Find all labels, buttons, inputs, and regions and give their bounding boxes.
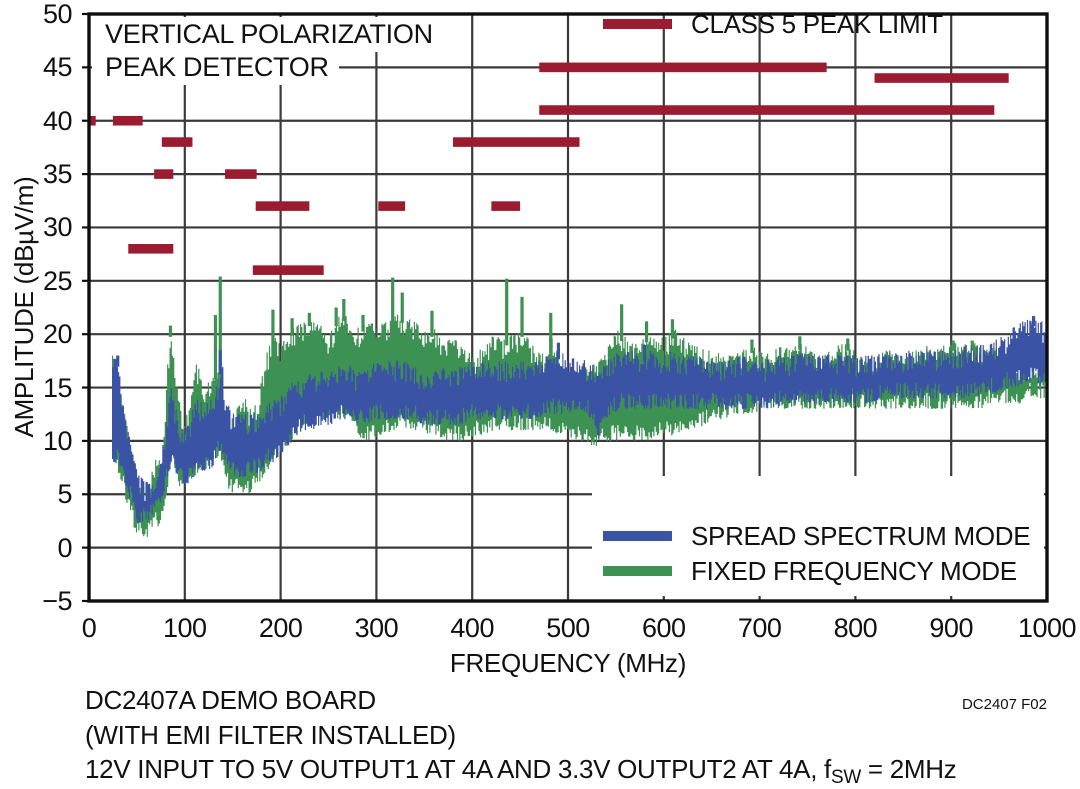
spread-spectrum-trace-spike [1031, 316, 1036, 327]
y-tick-label: 5 [57, 479, 72, 510]
spread-spectrum-trace-spike [556, 342, 561, 360]
fixed-frequency-trace-spike [334, 307, 338, 327]
fixed-frequency-trace-spike [391, 277, 395, 326]
class5-limit-segment [225, 169, 257, 179]
class5-limit-segment [378, 201, 406, 211]
fixed-frequency-swatch [603, 566, 672, 576]
spread-spectrum-trace-spike [643, 344, 647, 362]
y-tick-label: 45 [42, 52, 73, 83]
fixed-frequency-trace-spike [218, 276, 222, 381]
legend-label: SPREAD SPECTRUM MODE [691, 521, 1031, 551]
fixed-frequency-trace-spike [400, 292, 404, 323]
fixed-frequency-trace-spike [307, 312, 311, 327]
x-tick-label: 0 [81, 613, 97, 643]
spread-spectrum-trace [112, 319, 1046, 524]
class5-limit-segment [89, 115, 96, 126]
class5-limit-segment [128, 244, 174, 254]
class5-limit-segment [112, 115, 143, 126]
fixed-frequency-trace-spike [620, 304, 624, 342]
class5-limit-segment [453, 137, 580, 147]
fixed-frequency-trace-spike [798, 336, 802, 350]
y-tick-label: 40 [42, 105, 73, 136]
fixed-frequency-trace-spike [846, 338, 850, 351]
fsw-subscript: SW [830, 767, 861, 788]
class5-limit-segment [491, 201, 521, 211]
fixed-frequency-trace-spike [549, 312, 553, 343]
fixed-frequency-trace-spike [430, 310, 434, 337]
y-tick-label: −5 [42, 586, 72, 616]
fixed-frequency-trace-spike [750, 339, 754, 353]
y-tick-label: 10 [42, 425, 73, 456]
fixed-frequency-trace-spike [168, 325, 173, 337]
x-tick-label: 100 [163, 613, 207, 643]
legend-label: CLASS 5 PEAK LIMIT [691, 9, 943, 39]
spread-spectrum-trace-spike [116, 355, 120, 367]
y-tick-label: 20 [42, 319, 73, 350]
caption-line-2: (WITH EMI FILTER INSTALLED) [85, 719, 456, 750]
x-tick-label: 400 [450, 613, 494, 643]
fixed-frequency-trace-spike [505, 278, 509, 346]
x-tick-label: 700 [737, 613, 782, 643]
y-tick-label: 25 [42, 265, 73, 296]
fixed-frequency-trace-spike [970, 340, 974, 351]
x-tick-label: 500 [546, 613, 590, 643]
class5-limit-segment [252, 265, 324, 275]
legend-item-class5-peak-limit: CLASS 5 PEAK LIMIT [592, 10, 1044, 38]
fixed-frequency-trace-spike [951, 340, 955, 351]
legend-item-fixed-frequency: FIXED FREQUENCY MODE [592, 557, 1044, 585]
fixed-frequency-trace-spike [520, 296, 524, 337]
legend-label: FIXED FREQUENCY MODE [691, 556, 1017, 586]
y-tick-label: 15 [42, 372, 73, 403]
x-tick-label: 200 [258, 613, 303, 643]
figure-number: DC2407 F02 [961, 696, 1047, 713]
x-tick-label: 600 [642, 613, 686, 643]
class5-peak-limit-swatch [603, 19, 672, 29]
y-tick-label: 30 [42, 212, 73, 243]
plot-frame [87, 12, 1049, 603]
y-tick-label: 50 [42, 0, 73, 29]
y-tick-label: 35 [42, 159, 73, 190]
chart-title-line-2: PEAK DETECTOR [92, 50, 339, 85]
x-axis-title: FREQUENCY (MHz) [449, 648, 687, 678]
fixed-frequency-trace-spike [290, 318, 294, 336]
fixed-frequency-trace-spike [644, 321, 649, 343]
chart-title-line-1: VERTICAL POLARIZATION [92, 17, 443, 52]
fixed-frequency-trace-spike [271, 309, 275, 343]
x-tick-label: 300 [354, 613, 399, 643]
spread-spectrum-trace-spike [218, 350, 222, 375]
legend-item-spread-spectrum: SPREAD SPECTRUM MODE [592, 522, 1044, 550]
x-tick-label: 800 [833, 613, 878, 643]
fixed-frequency-trace-spike [361, 314, 365, 332]
class5-limit-segment [154, 169, 174, 179]
fixed-frequency-trace-spike [342, 298, 346, 321]
x-tick-label: 1000 [1017, 613, 1077, 643]
figure-caption: DC2407A DEMO BOARD (WITH EMI FILTER INST… [85, 683, 957, 789]
caption-line-3: 12V INPUT TO 5V OUTPUT1 AT 4A AND 3.3V O… [85, 754, 957, 788]
legend: CLASS 5 PEAK LIMIT SPREAD SPECTRUM MODE … [592, 10, 1044, 596]
fixed-frequency-trace-spike [213, 314, 218, 380]
x-tick-label: 900 [929, 613, 973, 643]
fixed-frequency-trace-spike [670, 319, 675, 339]
class5-limit-segment [874, 73, 1009, 83]
class5-limit-segment [161, 137, 193, 147]
y-tick-label: 0 [57, 532, 72, 563]
caption-line-1: DC2407A DEMO BOARD [85, 685, 376, 715]
class5-limit-segment [539, 105, 995, 115]
class5-limit-segment [539, 62, 827, 73]
spread-spectrum-swatch [603, 531, 672, 541]
class5-limit-segment [255, 201, 310, 211]
